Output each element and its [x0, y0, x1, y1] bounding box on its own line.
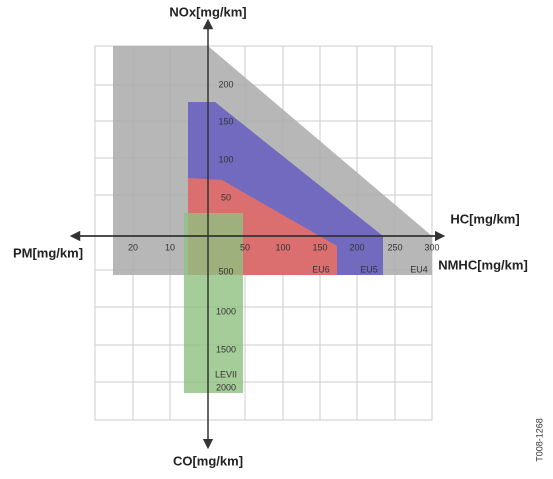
region-label: EU6: [312, 264, 330, 274]
tick-label: 20: [128, 242, 138, 252]
tick-label: 1500: [216, 344, 236, 354]
tick-label: 100: [275, 242, 290, 252]
axis-title: NMHC[mg/km]: [438, 257, 528, 272]
axis-title: CO[mg/km]: [173, 453, 243, 468]
tick-label: 2000: [216, 382, 236, 392]
tick-label: 250: [387, 242, 402, 252]
tick-label: 150: [312, 242, 327, 252]
region-label: LEVII: [215, 369, 237, 379]
axis-title: HC[mg/km]: [450, 211, 519, 226]
figure-code: T008-1268: [534, 418, 544, 462]
levii-region: [184, 213, 243, 393]
tick-label: 300: [424, 242, 439, 252]
tick-label: 200: [349, 242, 364, 252]
tick-label: 500: [218, 266, 233, 276]
region-label: EU4: [410, 264, 428, 274]
tick-label: 100: [218, 154, 233, 164]
region-label: EU5: [360, 264, 378, 274]
axis-title: NOx[mg/km]: [169, 4, 246, 19]
tick-label: 200: [218, 79, 233, 89]
axis-title: PM[mg/km]: [13, 245, 83, 260]
tick-label: 50: [240, 242, 250, 252]
tick-label: 150: [218, 116, 233, 126]
tick-label: 50: [221, 192, 231, 202]
tick-label: 1000: [216, 306, 236, 316]
tick-label: 10: [165, 242, 175, 252]
